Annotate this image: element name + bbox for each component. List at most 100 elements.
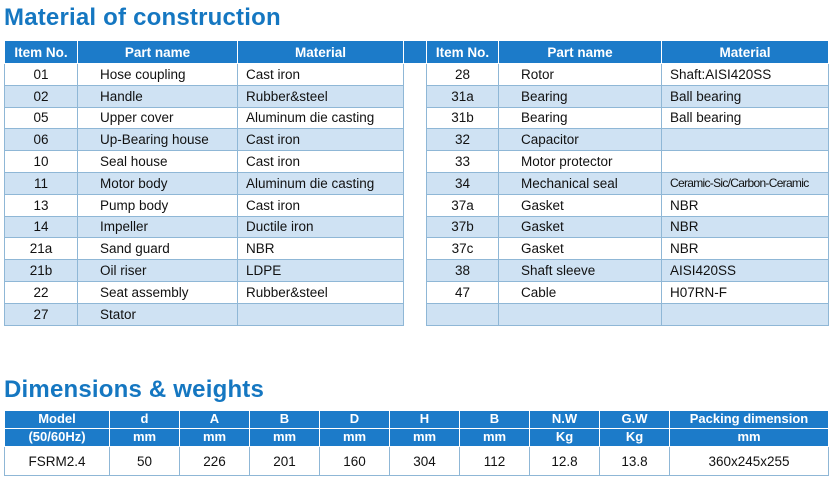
item-no-cell: 31b — [426, 106, 499, 130]
column-gap — [403, 194, 427, 217]
material-cell — [237, 302, 404, 326]
unit-cell: Kg — [599, 428, 670, 447]
header-nw: N.W — [529, 410, 600, 429]
table-row: 02 Handle Rubber&steel 31a Bearing Ball beari… — [4, 84, 829, 108]
material-cell: Aluminum die casting — [237, 106, 404, 130]
item-no-cell: 32 — [426, 128, 499, 152]
header-b2: B — [459, 410, 530, 429]
header-model-sub: (50/60Hz) — [4, 428, 110, 447]
material-section-title: Material of construction — [4, 4, 281, 31]
unit-cell: mm — [389, 428, 460, 447]
part-name-cell: Bearing — [498, 106, 662, 130]
column-gap — [403, 303, 427, 326]
item-no-cell: 21b — [4, 259, 78, 282]
item-no-cell: 47 — [426, 280, 499, 304]
material-cell: NBR — [661, 237, 829, 261]
model-cell: FSRM2.4 — [4, 446, 110, 476]
unit-cell: mm — [179, 428, 250, 447]
column-gap — [403, 281, 427, 304]
header-material: Material — [237, 40, 404, 64]
header-part-name: Part name — [77, 40, 238, 64]
column-gap — [403, 85, 427, 108]
item-no-cell: 06 — [4, 128, 78, 152]
header-d-dim: D — [319, 410, 390, 429]
unit-cell: Kg — [529, 428, 600, 447]
part-name-cell: Mechanical seal — [498, 171, 662, 195]
column-gap — [403, 237, 427, 260]
header-part-name: Part name — [498, 40, 662, 64]
unit-cell: mm — [109, 428, 180, 447]
column-gap — [403, 150, 427, 173]
item-no-cell: 01 — [4, 63, 78, 86]
column-gap — [403, 216, 427, 238]
item-no-cell: 37c — [426, 237, 499, 261]
header-item-no: Item No. — [4, 40, 78, 64]
item-no-cell: 33 — [426, 150, 499, 173]
material-cell: H07RN-F — [661, 280, 829, 304]
part-name-cell: Impeller — [77, 215, 238, 239]
header-d: d — [109, 410, 180, 429]
item-no-cell: 10 — [4, 150, 78, 173]
material-cell: NBR — [661, 215, 829, 239]
table-row: 10 Seal house Cast iron 33 Motor protector — [4, 150, 829, 173]
header-b: B — [249, 410, 320, 429]
unit-cell: mm — [319, 428, 390, 447]
part-name-cell: Pump body — [77, 193, 238, 217]
part-name-cell: Gasket — [498, 237, 662, 261]
part-name-cell: Gasket — [498, 193, 662, 217]
item-no-cell: 37b — [426, 215, 499, 239]
material-cell: Shaft:AISI420SS — [661, 63, 829, 86]
material-header-row: Item No. Part name Material Item No. Par… — [4, 40, 829, 64]
material-cell: AISI420SS — [661, 259, 829, 282]
part-name-cell: Motor body — [77, 171, 238, 195]
material-cell: Ductile iron — [237, 215, 404, 239]
header-a: A — [179, 410, 250, 429]
item-no-cell: 37a — [426, 193, 499, 217]
part-name-cell: Bearing — [498, 84, 662, 108]
item-no-cell: 28 — [426, 63, 499, 86]
part-name-cell: Capacitor — [498, 128, 662, 152]
table-row: FSRM2.4 50 226 201 160 304 112 12.8 13.8 360x245x… — [4, 446, 829, 476]
unit-cell: mm — [249, 428, 320, 447]
part-name-cell: Up-Bearing house — [77, 128, 238, 152]
material-cell — [661, 150, 829, 173]
item-no-cell: 31a — [426, 84, 499, 108]
item-no-cell: 22 — [4, 280, 78, 304]
material-cell: Aluminum die casting — [237, 171, 404, 195]
table-row: 27 Stator — [4, 302, 829, 326]
table-row: 22 Seat assembly Rubber&steel 47 Cable H07RN-… — [4, 280, 829, 304]
part-name-cell: Cable — [498, 280, 662, 304]
unit-cell: mm — [459, 428, 530, 447]
column-gap — [403, 107, 427, 129]
part-name-cell — [498, 302, 662, 326]
part-name-cell: Gasket — [498, 215, 662, 239]
header-material: Material — [661, 40, 829, 64]
material-cell: Ball bearing — [661, 84, 829, 108]
dimensions-table: Model d A B D H B N.W G.W Packing dimens… — [4, 410, 829, 476]
value-cell: 13.8 — [599, 446, 670, 476]
table-row: 11 Motor body Aluminum die casting 34 Mechan… — [4, 171, 829, 195]
header-gw: G.W — [599, 410, 670, 429]
part-name-cell: Motor protector — [498, 150, 662, 173]
header-gap — [403, 40, 427, 64]
value-cell: 226 — [179, 446, 250, 476]
header-h: H — [389, 410, 460, 429]
column-gap — [403, 63, 427, 86]
part-name-cell: Seal house — [77, 150, 238, 173]
material-cell — [661, 128, 829, 152]
dimensions-units-row: (50/60Hz) mm mm mm mm mm mm Kg Kg mm — [4, 428, 829, 447]
column-gap — [403, 128, 427, 151]
unit-cell: mm — [669, 428, 829, 447]
column-gap — [403, 172, 427, 195]
header-packing: Packing dimension — [669, 410, 829, 429]
item-no-cell: 38 — [426, 259, 499, 282]
part-name-cell: Seat assembly — [77, 280, 238, 304]
table-row: 13 Pump body Cast iron 37a Gasket NBR — [4, 193, 829, 217]
value-cell: 50 — [109, 446, 180, 476]
item-no-cell: 34 — [426, 171, 499, 195]
value-cell: 360x245x255 — [669, 446, 829, 476]
part-name-cell: Shaft sleeve — [498, 259, 662, 282]
column-gap — [403, 259, 427, 282]
material-cell: NBR — [661, 193, 829, 217]
item-no-cell — [426, 302, 499, 326]
